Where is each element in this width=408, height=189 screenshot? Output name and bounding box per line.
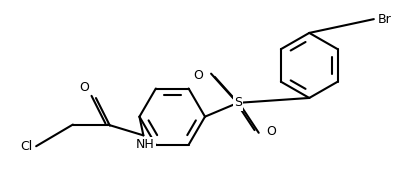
Text: Br: Br xyxy=(378,13,392,26)
Text: O: O xyxy=(266,125,277,138)
Text: Cl: Cl xyxy=(20,140,32,153)
Text: O: O xyxy=(79,81,89,94)
Text: S: S xyxy=(234,96,242,109)
Text: NH: NH xyxy=(136,138,155,151)
Text: O: O xyxy=(193,69,203,82)
